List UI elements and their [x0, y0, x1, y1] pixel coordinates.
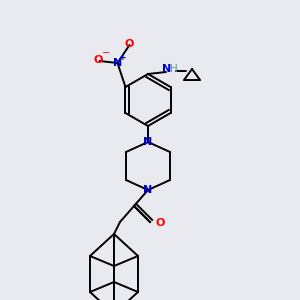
- Text: H: H: [170, 64, 178, 74]
- Text: N: N: [143, 185, 153, 195]
- Text: N: N: [113, 58, 122, 68]
- Text: −: −: [102, 48, 110, 58]
- Text: +: +: [119, 53, 126, 62]
- Text: N: N: [162, 64, 172, 74]
- Text: O: O: [94, 55, 103, 65]
- Text: O: O: [125, 39, 134, 49]
- Text: N: N: [143, 137, 153, 147]
- Text: O: O: [155, 218, 165, 228]
